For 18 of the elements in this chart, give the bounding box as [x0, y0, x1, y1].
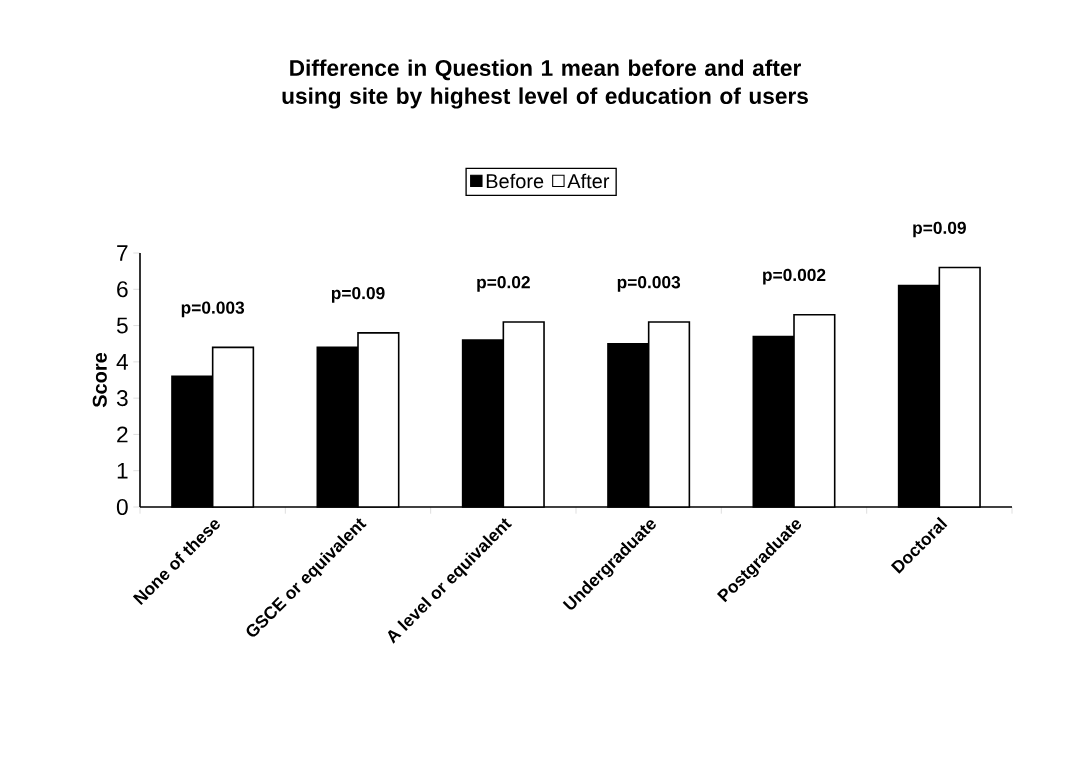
- y-tick-label: 1: [117, 462, 128, 479]
- y-tick-label: 3: [116, 390, 128, 407]
- y-tick-label: 5: [116, 317, 128, 334]
- chart-title: Difference in Question 1 mean before and after using site by highest level of education of users: [282, 59, 808, 109]
- annotation: p=0.002: [763, 268, 826, 285]
- y-tick-label: 0: [116, 498, 128, 516]
- y-tick-label: 2: [117, 426, 128, 443]
- annotation: p=0.003: [181, 301, 245, 318]
- text: p=0.09: [913, 221, 966, 238]
- annotation: p=0.09: [331, 286, 385, 303]
- y-axis-title: Score: [92, 352, 107, 408]
- y-tick-label: 4: [116, 354, 128, 370]
- legend-label: Before: [486, 173, 544, 189]
- annotation: p=0.02: [477, 276, 530, 292]
- y-tick-label: 7: [117, 245, 128, 261]
- y-tick-label: 6: [117, 281, 128, 298]
- legend-label: After: [567, 173, 610, 189]
- annotation: p=0.003: [617, 276, 681, 292]
